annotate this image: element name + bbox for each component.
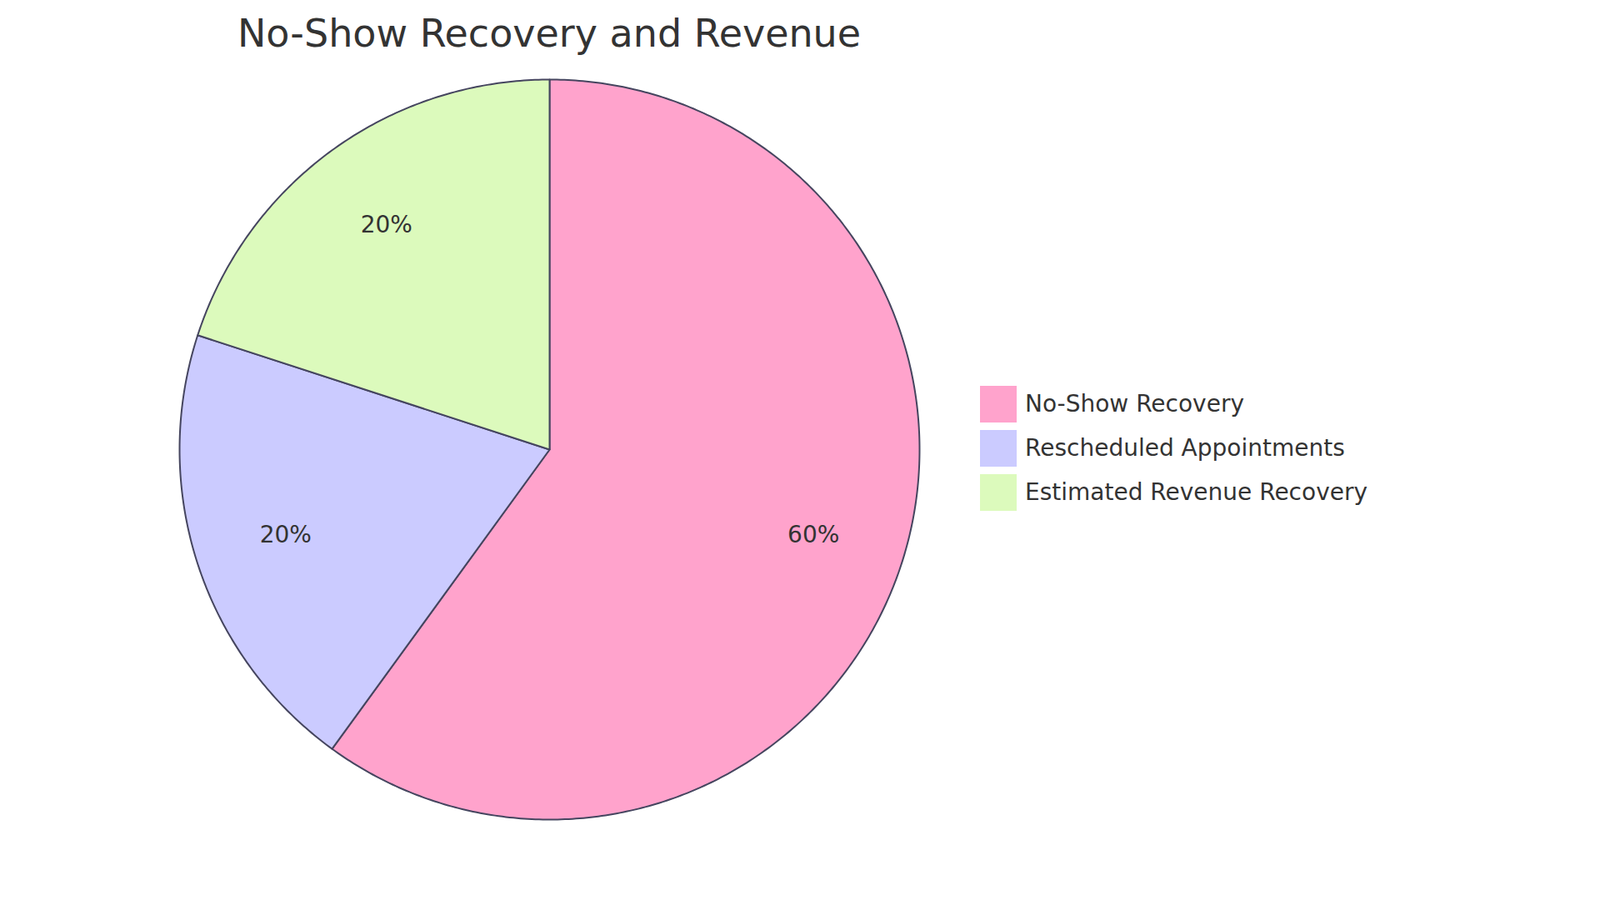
html-text:Rescheduled Appointments: Rescheduled Appointments xyxy=(1025,434,1345,462)
svg-text:20%: 20% xyxy=(260,520,312,549)
html-text:Estimated Revenue Recovery: Estimated Revenue Recovery xyxy=(1025,478,1368,506)
svg-text:60%: 60% xyxy=(787,520,840,549)
svg-text:20%: 20% xyxy=(360,210,413,239)
html-text:No-Show Recovery: No-Show Recovery xyxy=(1025,390,1245,418)
html-text:No-Show Recovery and Revenue: No-Show Recovery and Revenue xyxy=(237,10,861,56)
